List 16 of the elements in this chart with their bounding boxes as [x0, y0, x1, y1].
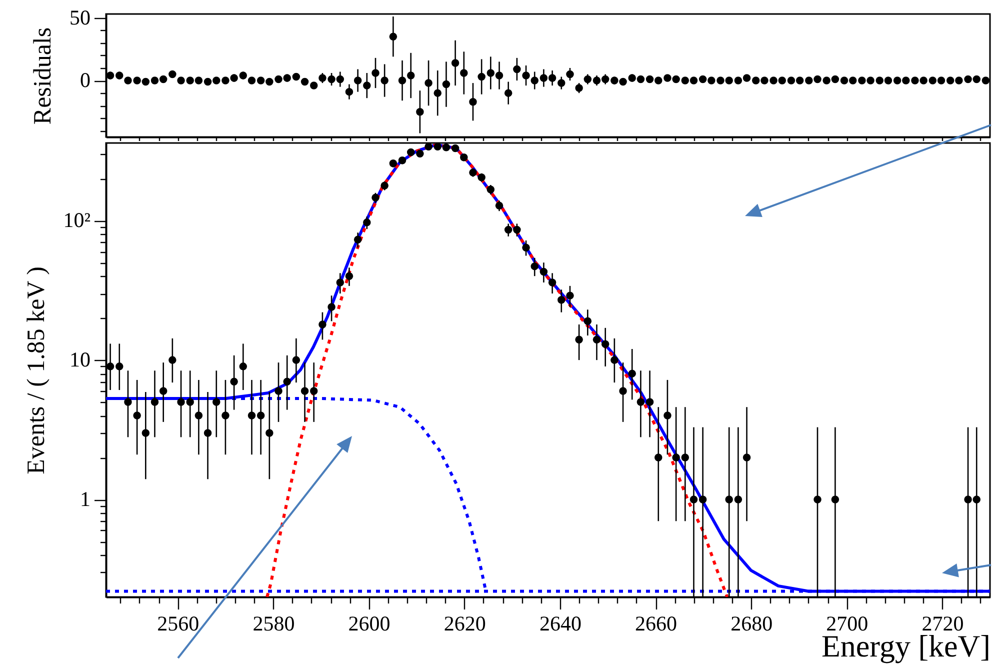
- y-axis-title: Events / ( 1.85 keV ): [23, 266, 50, 474]
- y-tick-label: 10: [70, 348, 90, 372]
- x-tick-label: 2620: [444, 612, 486, 636]
- y-tick-label: 50: [70, 5, 90, 30]
- x-tick-label: 2560: [157, 612, 200, 636]
- x-tick-label: 2660: [635, 612, 678, 636]
- y-tick-label: 1: [80, 487, 90, 512]
- x-tick-label: 2580: [252, 612, 295, 636]
- x-tick-label: 2720: [922, 612, 964, 636]
- x-tick-label: 2700: [826, 612, 868, 636]
- x-tick-label: 2640: [539, 612, 582, 636]
- y-tick-label: 10²: [63, 208, 90, 232]
- x-tick-label: 2680: [730, 612, 773, 636]
- x-tick-label: 2600: [348, 612, 390, 636]
- y-axis-title: Residuals: [30, 27, 56, 125]
- y-tick-label: 0: [80, 68, 90, 92]
